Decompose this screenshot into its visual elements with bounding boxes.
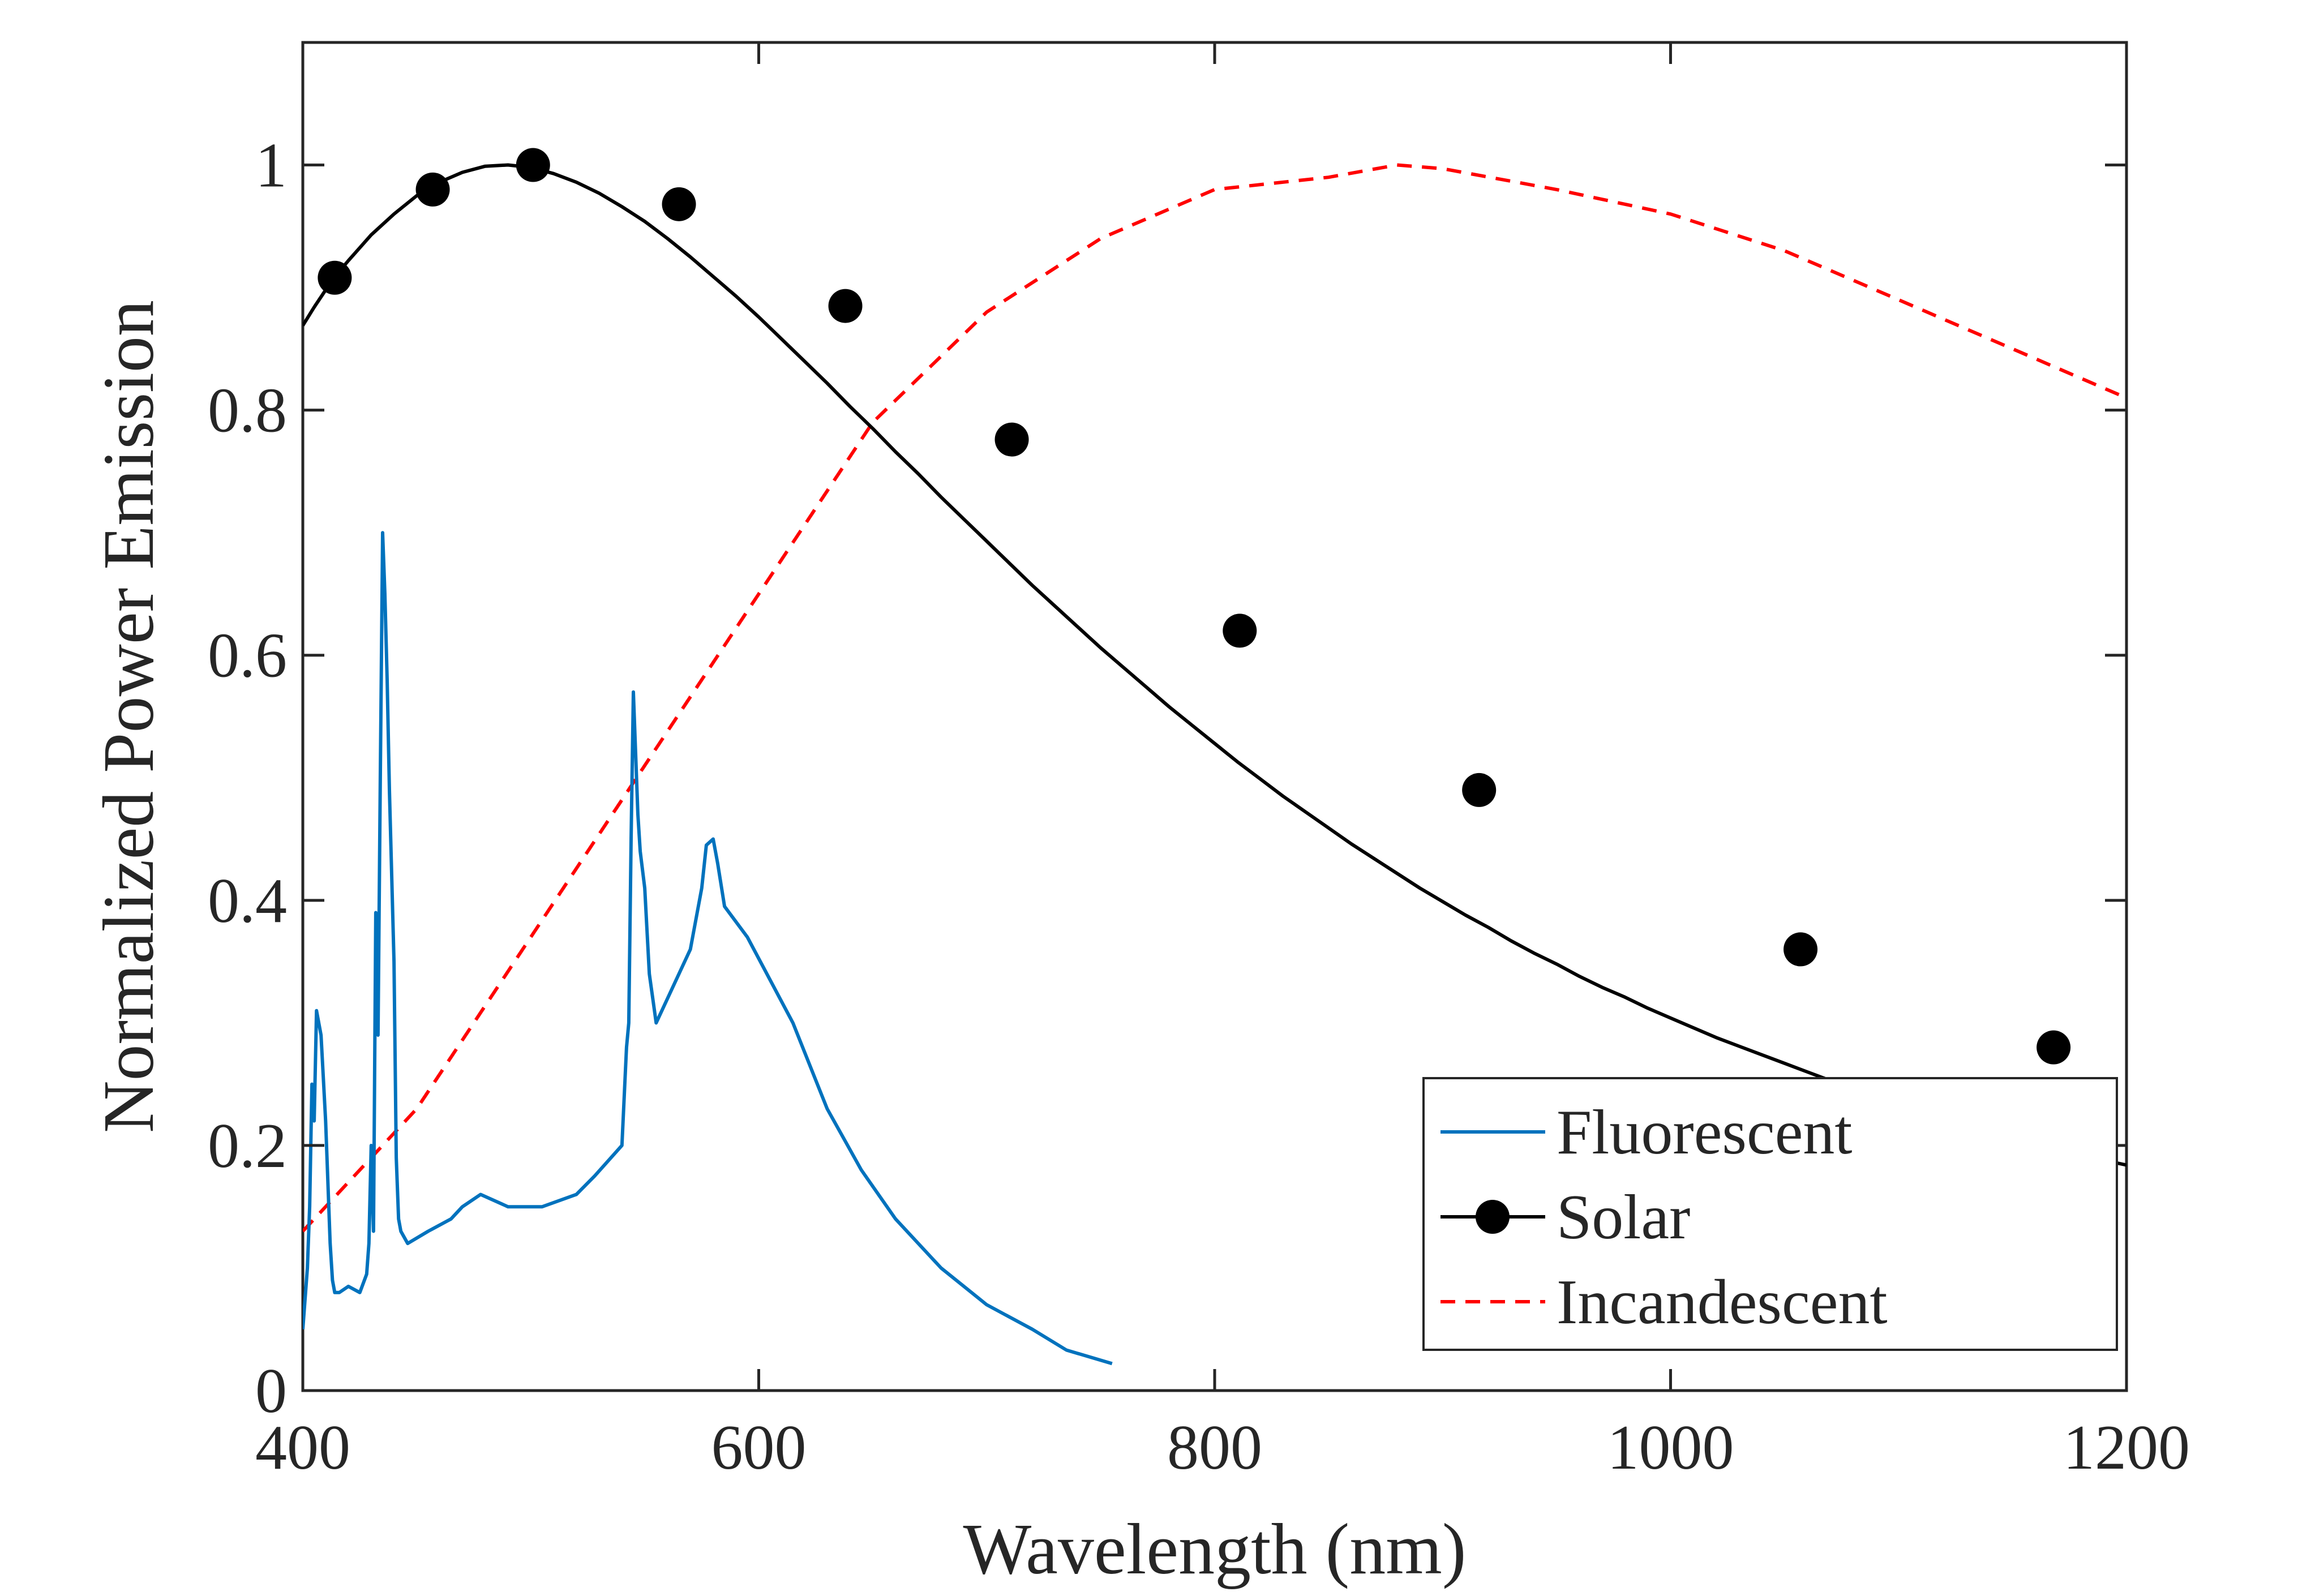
- x-tick-label: 800: [1167, 1413, 1262, 1483]
- x-axis-label: Wavelength (nm): [963, 1509, 1467, 1589]
- solar-marker: [828, 289, 863, 323]
- legend-marker-solar: [1476, 1200, 1510, 1234]
- legend: Fluorescent Solar Incandescent: [1422, 1077, 2118, 1351]
- tick-layer: 400 600 800 1000 1200 0 0.2 0.4 0.6 0.8 1: [208, 42, 2190, 1483]
- y-tick-label: 0.2: [208, 1111, 287, 1181]
- solar-marker: [318, 260, 352, 295]
- y-axis-label: Normalized Power Emission: [88, 300, 169, 1133]
- x-tick-label: 1000: [1607, 1413, 1734, 1483]
- x-tick-label: 400: [255, 1413, 350, 1483]
- series-line-fluorescent: [303, 531, 1113, 1366]
- solar-marker: [2037, 1030, 2071, 1065]
- solar-marker: [1223, 613, 1257, 648]
- y-tick-label: 0: [255, 1356, 287, 1426]
- y-tick-label: 0.6: [208, 621, 287, 691]
- solar-marker: [994, 422, 1029, 457]
- series-layer: [303, 148, 2126, 1366]
- series-line-solar: [303, 163, 2126, 1167]
- x-tick-label: 1200: [2063, 1413, 2190, 1483]
- legend-label-fluorescent: Fluorescent: [1557, 1097, 1853, 1168]
- plot-area: 400 600 800 1000 1200 0 0.2 0.4 0.6 0.8 1: [208, 41, 2190, 1483]
- solar-marker: [1783, 932, 1818, 967]
- legend-label-solar: Solar: [1557, 1182, 1690, 1252]
- legend-label-incandescent: Incandescent: [1557, 1267, 1888, 1337]
- solar-marker: [662, 187, 696, 221]
- solar-marker: [516, 148, 550, 182]
- legend-box: [1422, 1077, 2118, 1351]
- y-tick-label: 0.8: [208, 376, 287, 446]
- solar-marker: [415, 172, 450, 207]
- y-tick-label: 0.4: [208, 866, 287, 936]
- x-tick-label: 600: [711, 1413, 807, 1483]
- y-tick-label: 1: [255, 131, 287, 201]
- solar-marker: [1462, 773, 1497, 807]
